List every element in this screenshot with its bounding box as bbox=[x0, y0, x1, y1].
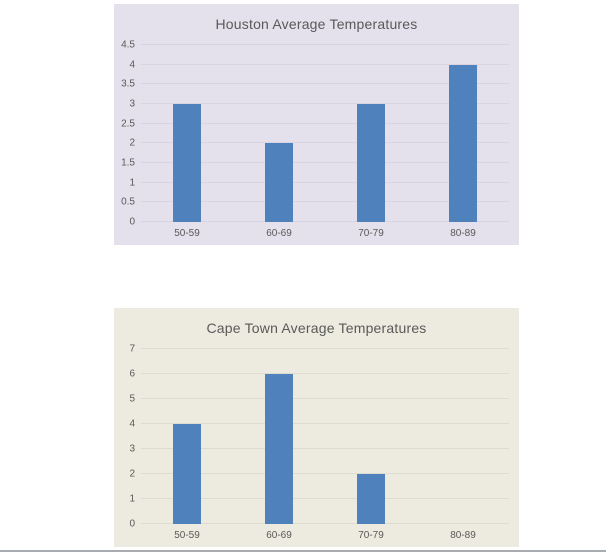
bar-70-79 bbox=[357, 104, 385, 222]
gridline-y-4 bbox=[141, 63, 509, 65]
y-tick-label: 0 bbox=[129, 518, 135, 530]
y-tick-label: 3 bbox=[129, 98, 135, 110]
y-tick-label: 7 bbox=[129, 343, 135, 355]
gridline-y-1.5 bbox=[141, 162, 509, 163]
bar-60-69 bbox=[265, 143, 293, 222]
houston-temperatures-chart: Houston Average Temperatures 0 0.5 1 1.5 2 2.… bbox=[114, 4, 519, 245]
x-label-70-79: 70-79 bbox=[358, 530, 384, 541]
gridline-y-0.5 bbox=[141, 201, 509, 203]
window-bottom-border bbox=[0, 550, 606, 552]
chart-title: Cape Town Average Temperatures bbox=[206, 320, 427, 336]
x-label-50-59: 50-59 bbox=[174, 228, 200, 239]
gridline-y-3 bbox=[141, 448, 509, 449]
gridline-y-2 bbox=[141, 142, 509, 144]
bar-70-79 bbox=[357, 474, 385, 524]
y-tick-label: 2 bbox=[129, 137, 135, 149]
gridline-y-0 bbox=[141, 523, 509, 524]
y-tick-label: 1.5 bbox=[121, 157, 135, 169]
x-label-50-59: 50-59 bbox=[174, 530, 200, 541]
y-tick-label: 0 bbox=[129, 216, 135, 228]
y-tick-label: 4 bbox=[129, 59, 135, 71]
y-tick-label: 6 bbox=[129, 368, 135, 380]
plot-area: 0 0.5 1 1.5 2 2.5 3 3.5 4 4.5 50-59 60-69 70-79 80-89 bbox=[121, 40, 509, 239]
gridline-y-4 bbox=[141, 423, 509, 424]
plot-area: 0 1 2 3 4 5 6 7 50-59 60-69 70-79 80-89 bbox=[129, 344, 509, 541]
chart-title: Houston Average Temperatures bbox=[215, 16, 418, 32]
gridline-y-1 bbox=[141, 181, 509, 183]
y-tick-label: 0.5 bbox=[121, 196, 135, 208]
x-label-80-89: 80-89 bbox=[450, 530, 476, 541]
x-label-80-89: 80-89 bbox=[450, 228, 476, 239]
gridline-y-0 bbox=[141, 221, 509, 222]
gridline-y-6 bbox=[141, 373, 509, 374]
y-tick-label: 1 bbox=[129, 177, 135, 189]
gridline-y-2.5 bbox=[141, 122, 509, 124]
gridline-y-3.5 bbox=[141, 83, 509, 85]
gridline-y-4.5 bbox=[141, 44, 509, 45]
x-label-60-69: 60-69 bbox=[266, 228, 292, 239]
gridline-y-7 bbox=[141, 348, 509, 349]
cape-town-temperatures-chart: Cape Town Average Temperatures 0 1 2 3 4 5 6 7 5… bbox=[114, 308, 519, 547]
bar-80-89 bbox=[449, 65, 477, 222]
y-tick-label: 4 bbox=[129, 418, 135, 430]
y-tick-label: 3.5 bbox=[121, 78, 135, 90]
gridline-y-3 bbox=[141, 103, 509, 104]
y-tick-label: 2 bbox=[129, 468, 135, 480]
gridline-y-1 bbox=[141, 498, 509, 499]
y-tick-label: 4.5 bbox=[121, 39, 135, 51]
gridline-y-5 bbox=[141, 398, 509, 399]
y-tick-label: 2.5 bbox=[121, 118, 135, 130]
bar-50-59 bbox=[173, 424, 201, 524]
x-label-60-69: 60-69 bbox=[266, 530, 292, 541]
gridline-y-2 bbox=[141, 473, 509, 474]
bar-60-69 bbox=[265, 374, 293, 524]
y-tick-label: 5 bbox=[129, 393, 135, 405]
y-tick-label: 3 bbox=[129, 443, 135, 455]
x-label-70-79: 70-79 bbox=[358, 228, 384, 239]
y-tick-label: 1 bbox=[129, 493, 135, 505]
bar-50-59 bbox=[173, 104, 201, 222]
